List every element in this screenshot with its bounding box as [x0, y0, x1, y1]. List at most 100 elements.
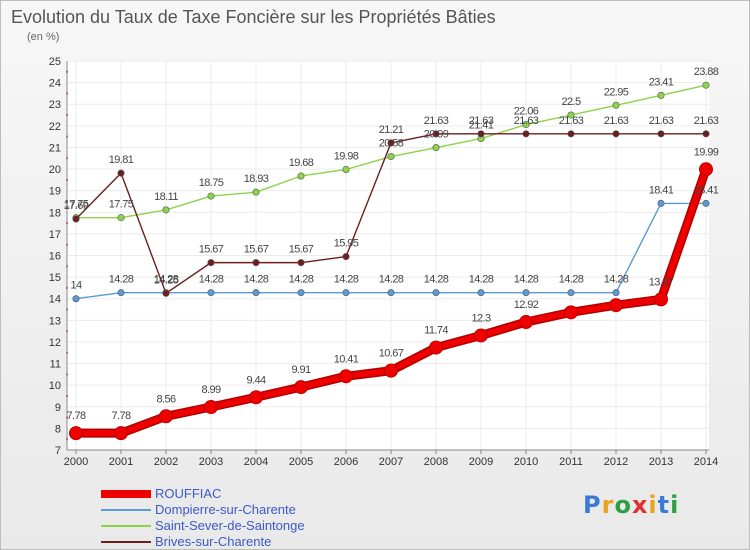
y-tick-label: 25 — [49, 56, 61, 68]
data-point — [519, 315, 533, 330]
y-tick-label: 7 — [55, 445, 61, 457]
data-point — [72, 215, 80, 223]
data-point — [207, 289, 215, 297]
data-label: 20.99 — [424, 129, 449, 141]
data-point — [252, 188, 260, 196]
data-label: 14.28 — [334, 274, 359, 286]
data-label: 15.67 — [244, 244, 269, 256]
legend-label: ROUFFIAC — [155, 486, 222, 501]
data-label: 21.63 — [424, 115, 449, 127]
data-label: 14.28 — [559, 274, 584, 286]
data-point — [297, 289, 305, 297]
data-label: 19.99 — [694, 146, 719, 158]
data-point — [654, 292, 668, 307]
y-tick-label: 24 — [49, 78, 61, 90]
data-point — [699, 162, 713, 177]
data-label: 7.78 — [66, 410, 85, 422]
data-point — [117, 289, 125, 297]
x-tick-label: 2013 — [649, 456, 673, 468]
data-point — [159, 409, 173, 424]
data-label: 9.91 — [291, 364, 310, 376]
data-label: 14 — [70, 280, 82, 292]
data-label: 12.3 — [471, 312, 490, 324]
logo-letter: o — [614, 491, 632, 519]
data-point — [117, 169, 125, 177]
data-label: 17.75 — [64, 199, 89, 211]
data-label: 23.41 — [649, 76, 674, 88]
x-tick-label: 2001 — [109, 456, 133, 468]
data-label: 21.63 — [694, 115, 719, 127]
legend-swatch — [101, 490, 151, 498]
data-label: 14.28 — [604, 274, 629, 286]
logo-letter: x — [631, 491, 649, 519]
data-point — [162, 206, 170, 214]
data-point — [522, 289, 530, 297]
data-point — [474, 328, 488, 343]
data-label: 10.67 — [379, 348, 404, 360]
data-point — [432, 130, 440, 138]
data-label: 14.28 — [514, 274, 539, 286]
x-tick-label: 2000 — [64, 456, 88, 468]
data-point — [477, 130, 485, 138]
data-point — [342, 253, 350, 261]
data-point — [162, 289, 170, 297]
y-tick-label: 9 — [55, 402, 61, 414]
data-label: 23.88 — [694, 66, 719, 78]
data-point — [432, 144, 440, 152]
data-label: 15.67 — [289, 244, 314, 256]
data-point — [609, 298, 623, 313]
data-label: 14.28 — [424, 274, 449, 286]
proxiti-logo: Proxiti — [583, 491, 679, 519]
data-label: 21.63 — [469, 115, 494, 127]
data-point — [477, 289, 485, 297]
data-point — [387, 289, 395, 297]
data-point — [567, 130, 575, 138]
data-point — [387, 153, 395, 161]
y-tick-label: 11 — [50, 359, 61, 371]
data-label: 14.28 — [244, 274, 269, 286]
data-label: 17.69 — [64, 200, 89, 212]
x-tick-label: 2011 — [559, 456, 583, 468]
data-point — [657, 91, 665, 99]
data-label: 14.28 — [109, 274, 134, 286]
data-label: 15.67 — [199, 244, 224, 256]
data-label: 14.28 — [289, 274, 314, 286]
x-tick-label: 2010 — [514, 456, 538, 468]
data-label: 17.75 — [109, 199, 134, 211]
y-tick-label: 15 — [49, 272, 61, 284]
data-point — [432, 289, 440, 297]
data-point — [342, 289, 350, 297]
data-label: 18.93 — [244, 173, 269, 185]
data-point — [207, 192, 215, 200]
y-tick-label: 18 — [49, 207, 61, 219]
data-point — [207, 259, 215, 267]
legend-swatch — [101, 509, 151, 511]
data-point — [567, 111, 575, 119]
data-point — [69, 426, 83, 441]
x-tick-label: 2014 — [694, 456, 718, 468]
y-tick-label: 19 — [49, 186, 61, 198]
y-tick-label: 14 — [49, 294, 61, 306]
legend-label: Brives-sur-Charente — [155, 534, 272, 549]
data-point — [702, 199, 710, 207]
x-tick-label: 2007 — [379, 456, 403, 468]
data-point — [294, 380, 308, 395]
data-label: 22.95 — [604, 86, 629, 98]
data-label: 7.78 — [111, 410, 130, 422]
data-point — [522, 130, 530, 138]
data-label: 21.63 — [649, 115, 674, 127]
data-label: 18.11 — [154, 191, 178, 203]
logo-letter: r — [601, 491, 615, 519]
data-label: 19.98 — [334, 150, 359, 162]
data-label: 19.68 — [289, 157, 314, 169]
y-tick-label: 13 — [49, 315, 61, 327]
data-point — [204, 399, 218, 414]
data-label: 11.74 — [424, 325, 448, 337]
data-label: 22.5 — [561, 96, 580, 108]
data-point — [387, 139, 395, 147]
data-label: 21.63 — [514, 115, 539, 127]
data-label: 14.25 — [154, 274, 179, 286]
data-point — [339, 369, 353, 384]
